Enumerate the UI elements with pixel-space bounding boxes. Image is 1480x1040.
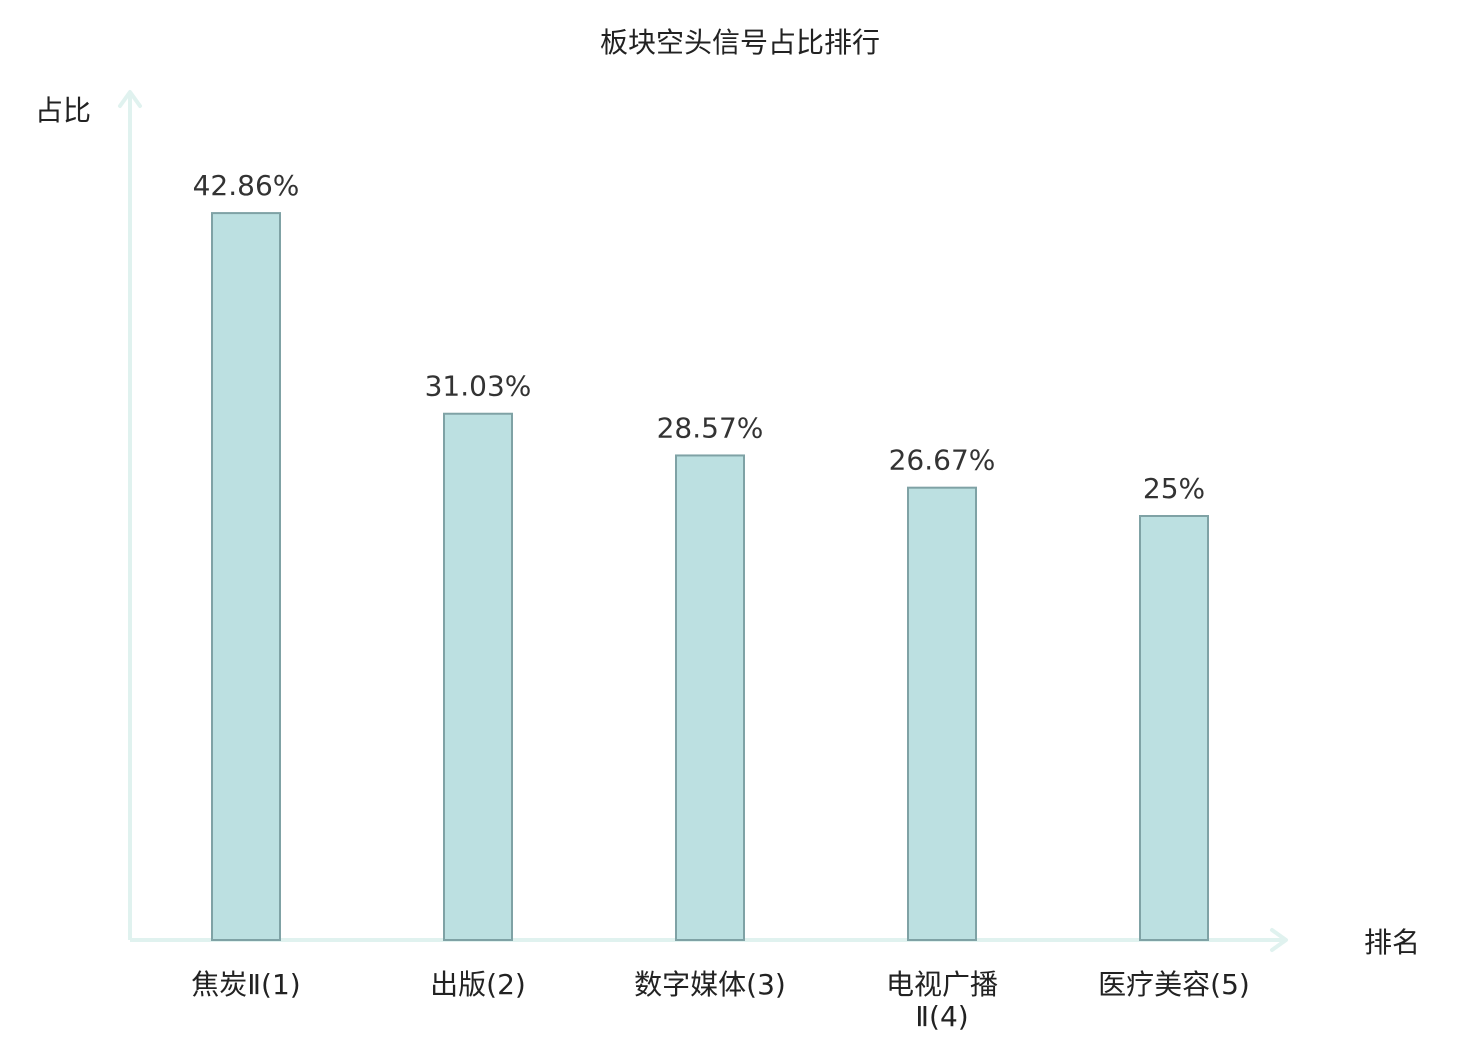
y-axis-arrow	[118, 90, 142, 108]
bar-5	[1139, 515, 1209, 941]
bar-4	[907, 486, 977, 941]
x-tick-label-line: 数字媒体(3)	[634, 968, 786, 1001]
x-tick-labels-group: 焦炭Ⅱ(1) 出版(2) 数字媒体(3) 电视广播 Ⅱ(4) 医疗美容(5)	[191, 968, 1250, 1033]
x-axis-arrow	[1270, 928, 1288, 952]
x-tick-label-5: 医疗美容(5)	[1098, 968, 1250, 1001]
x-tick-label-line: Ⅱ(4)	[915, 1000, 968, 1033]
x-tick-label-3: 数字媒体(3)	[634, 968, 786, 1001]
bar-1	[211, 212, 281, 941]
bar-2	[443, 412, 513, 941]
x-tick-label-1: 焦炭Ⅱ(1)	[191, 968, 300, 1001]
bar-3	[675, 454, 745, 941]
x-tick-label-2: 出版(2)	[430, 968, 526, 1001]
bars-group	[211, 212, 1209, 941]
x-tick-label-line: 焦炭Ⅱ(1)	[191, 968, 300, 1001]
x-tick-label-line: 电视广播	[886, 968, 998, 1001]
value-label-5: 25%	[1143, 472, 1205, 505]
value-label-2: 31.03%	[425, 370, 532, 403]
x-tick-label-4: 电视广播 Ⅱ(4)	[886, 968, 998, 1033]
value-labels-group: 42.86% 31.03% 28.57% 26.67% 25%	[193, 169, 1206, 505]
y-axis	[118, 90, 142, 940]
x-axis-title: 排名	[1364, 926, 1420, 959]
value-label-3: 28.57%	[657, 411, 764, 444]
value-label-1: 42.86%	[193, 169, 300, 202]
value-label-4: 26.67%	[889, 444, 996, 477]
x-tick-label-line: 出版(2)	[430, 968, 526, 1001]
y-axis-title: 占比	[35, 94, 91, 127]
x-tick-label-line: 医疗美容(5)	[1098, 968, 1250, 1001]
chart-title: 板块空头信号占比排行	[600, 26, 880, 59]
